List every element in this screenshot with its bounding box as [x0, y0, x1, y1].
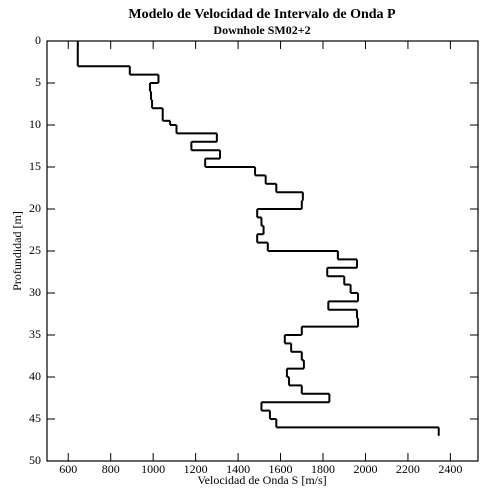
chart-subtitle: Downhole SM02+2 — [213, 23, 310, 37]
y-tick-label: 45 — [29, 411, 41, 425]
chart-title: Modelo de Velocidad de Intervalo de Onda… — [128, 7, 396, 22]
x-tick-label: 1200 — [184, 462, 208, 476]
y-tick-label: 10 — [29, 117, 41, 131]
y-tick-label: 50 — [29, 453, 41, 467]
x-tick-label: 2000 — [353, 462, 377, 476]
y-tick-label: 40 — [29, 369, 41, 383]
y-tick-label: 30 — [29, 285, 41, 299]
x-tick-label: 1600 — [269, 462, 293, 476]
plot-frame — [46, 40, 479, 462]
x-tick-label: 2400 — [438, 462, 462, 476]
x-axis-label: Velocidad de Onda S [m/s] — [197, 473, 326, 487]
y-tick-label: 25 — [29, 243, 41, 257]
x-tick-label: 1000 — [141, 462, 165, 476]
x-tick-label: 1400 — [226, 462, 250, 476]
x-tick-label: 1800 — [311, 462, 335, 476]
y-tick-label: 5 — [35, 75, 41, 89]
x-tick-label: 800 — [102, 462, 120, 476]
y-tick-label: 15 — [29, 159, 41, 173]
x-tick-label: 600 — [59, 462, 77, 476]
y-tick-label: 20 — [29, 201, 41, 215]
x-tick-label: 2200 — [396, 462, 420, 476]
y-tick-label: 35 — [29, 327, 41, 341]
y-axis-label: Profundidad [m] — [10, 211, 24, 291]
y-tick-label: 0 — [35, 33, 41, 47]
